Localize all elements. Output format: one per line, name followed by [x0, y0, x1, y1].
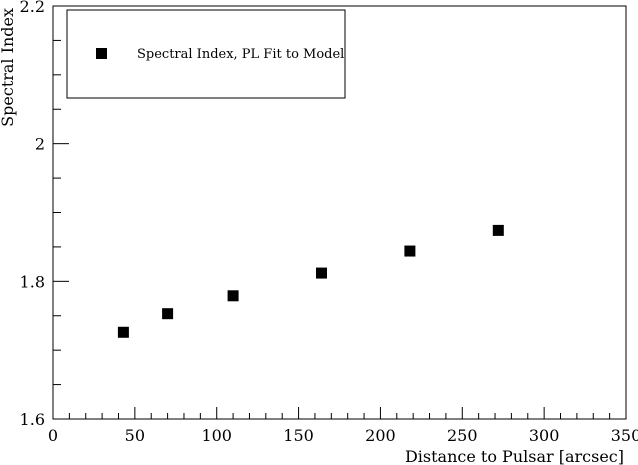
x-tick-label: 150 — [283, 426, 314, 445]
data-point — [117, 326, 129, 338]
x-tick-label: 200 — [365, 426, 396, 445]
x-tick-label: 100 — [201, 426, 232, 445]
data-point — [315, 267, 327, 279]
legend: Spectral Index, PL Fit to Model — [66, 9, 346, 99]
y-tick-label: 1.8 — [20, 272, 45, 291]
y-tick-label: 2 — [35, 135, 45, 154]
x-tick-label: 250 — [447, 426, 478, 445]
x-tick-label: 300 — [529, 426, 560, 445]
legend-marker — [96, 48, 107, 59]
data-point — [492, 224, 504, 236]
y-axis-ticks: 1.6 1.8 2 2.2 — [20, 0, 69, 429]
data-points — [117, 224, 504, 338]
y-tick-label: 2.2 — [20, 0, 45, 16]
data-point — [227, 290, 239, 302]
x-tick-label: 50 — [125, 426, 145, 445]
y-tick-label: 1.6 — [20, 410, 45, 429]
x-axis-label: Distance to Pulsar [arcsec] — [405, 447, 624, 465]
y-axis-label: Spectral Index — [0, 8, 17, 127]
x-tick-label: 0 — [48, 426, 58, 445]
data-point — [162, 308, 174, 320]
x-axis-ticks: 0 50 100 150 200 250 300 350 — [48, 407, 638, 445]
x-tick-label: 350 — [611, 426, 638, 445]
data-point — [404, 245, 416, 257]
legend-entry-label: Spectral Index, PL Fit to Model — [137, 47, 344, 62]
legend-box — [66, 9, 346, 99]
